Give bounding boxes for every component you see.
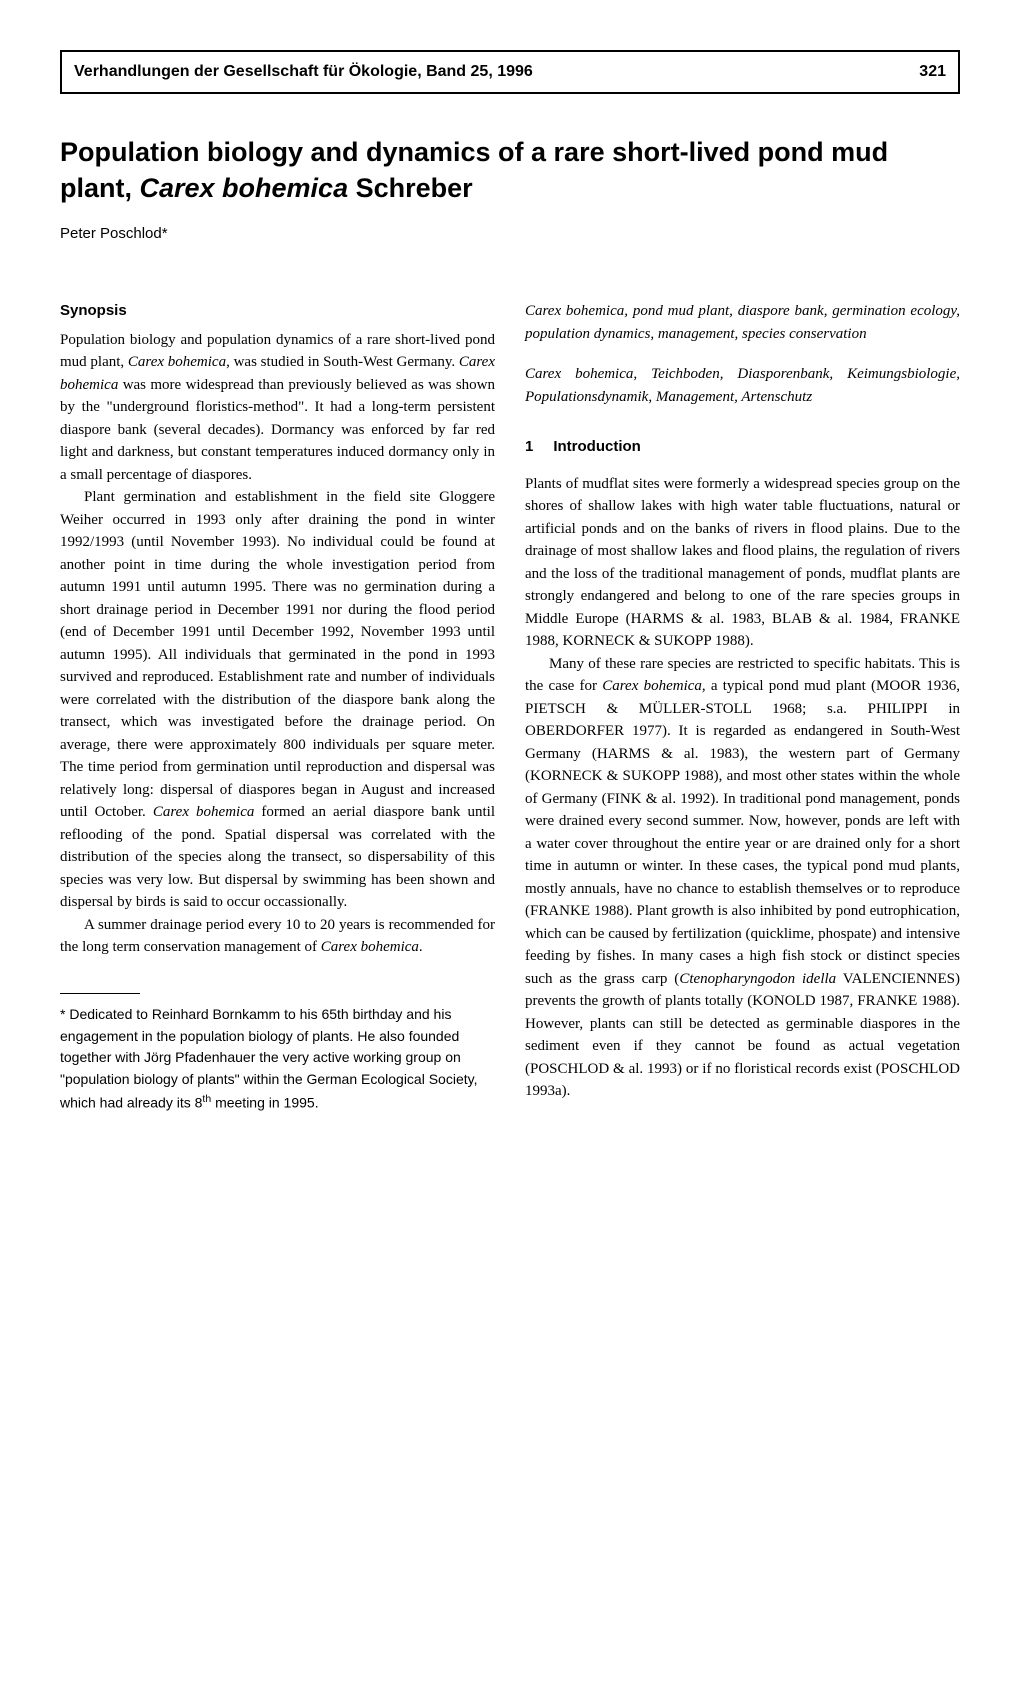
two-column-layout: Synopsis Population biology and populati… xyxy=(60,300,960,1114)
footnote-text: * Dedicated to Reinhard Bornkamm to his … xyxy=(60,1004,495,1114)
intro-para-2: Many of these rare species are restricte… xyxy=(525,653,960,1103)
journal-title: Verhandlungen der Gesellschaft für Ökolo… xyxy=(74,60,533,84)
keywords-german: Carex bohemica, Teichboden, Diasporenban… xyxy=(525,363,960,408)
keywords-english: Carex bohemica, pond mud plant, diaspore… xyxy=(525,300,960,345)
author-name: Peter Poschlod* xyxy=(60,223,960,246)
footnote-separator xyxy=(60,993,140,994)
right-column: Carex bohemica, pond mud plant, diaspore… xyxy=(525,300,960,1114)
left-column: Synopsis Population biology and populati… xyxy=(60,300,495,1114)
synopsis-para-3: A summer drainage period every 10 to 20 … xyxy=(60,914,495,959)
intro-para-1: Plants of mudflat sites were formerly a … xyxy=(525,473,960,653)
article-title: Population biology and dynamics of a rar… xyxy=(60,134,960,207)
synopsis-para-2: Plant germination and establishment in t… xyxy=(60,486,495,914)
page-number: 321 xyxy=(919,60,946,84)
journal-header: Verhandlungen der Gesellschaft für Ökolo… xyxy=(60,50,960,94)
synopsis-heading: Synopsis xyxy=(60,300,495,323)
section-title: Introduction xyxy=(553,438,640,455)
introduction-heading: 1 Introduction xyxy=(525,436,960,459)
section-number: 1 xyxy=(525,436,533,459)
title-text-2: Schreber xyxy=(348,173,473,203)
title-species: Carex bohemica xyxy=(140,173,349,203)
synopsis-para-1: Population biology and population dynami… xyxy=(60,329,495,487)
